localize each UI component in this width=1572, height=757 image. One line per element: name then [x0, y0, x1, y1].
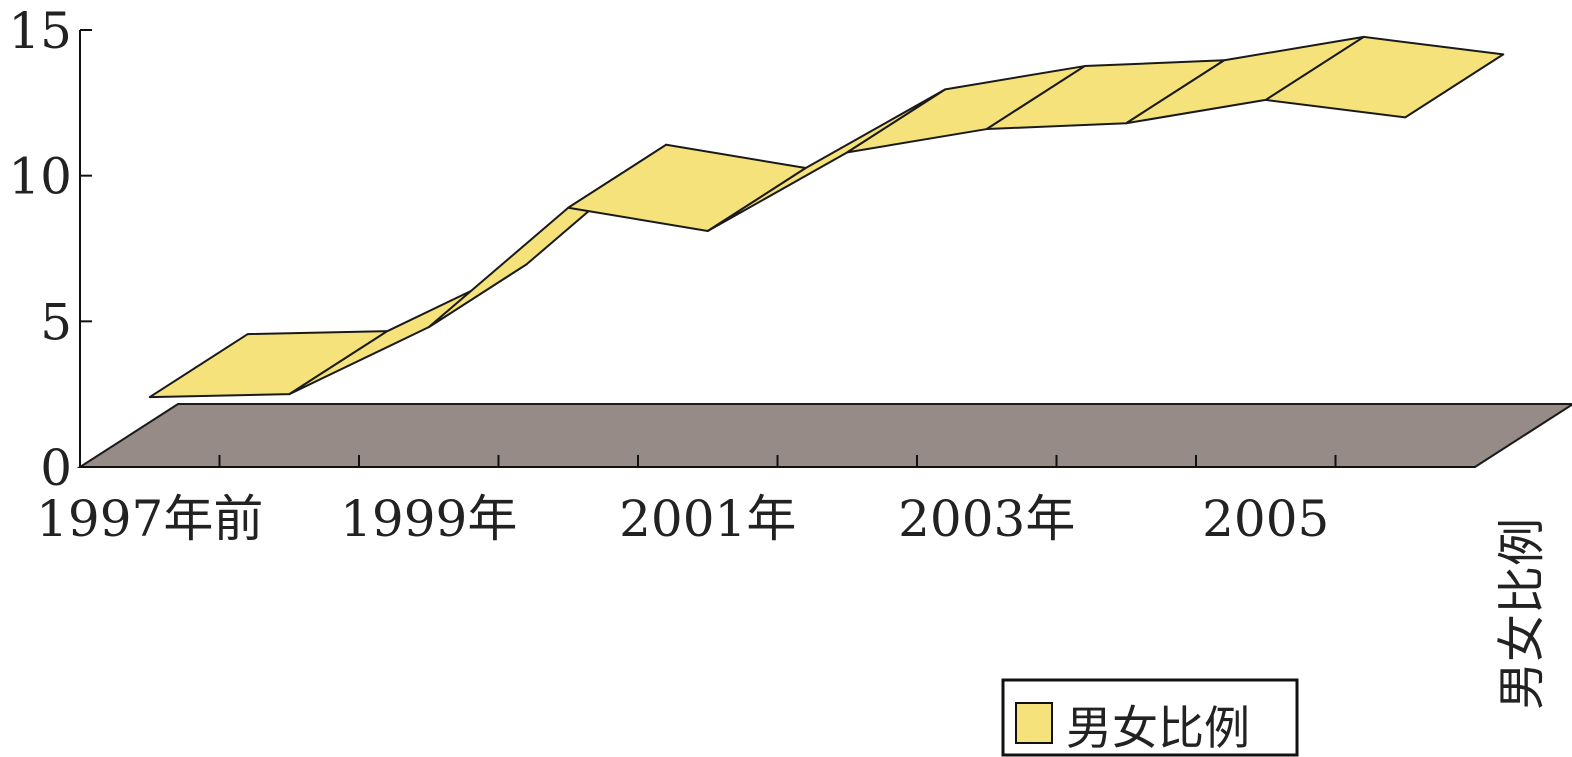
series-ribbon	[148, 35, 1505, 399]
floor-plane	[76, 403, 1572, 468]
ribbon-segment	[1264, 35, 1505, 119]
depth-axis-label: 男女比例	[1494, 518, 1550, 710]
y-axis: 0 5 10 15	[8, 2, 92, 497]
x-axis: 1997年前 1999年 2001年 2003年 2005	[36, 455, 1475, 548]
x-tick-label: 2005	[1202, 490, 1329, 548]
legend-swatch	[1015, 702, 1053, 744]
legend-label: 男女比例	[1066, 701, 1250, 755]
y-tick-label: 5	[40, 293, 72, 351]
floor	[76, 403, 1572, 468]
y-tick-label: 10	[8, 148, 72, 206]
x-tick-label: 1997年前	[36, 490, 263, 548]
x-tick-label: 1999年	[340, 490, 517, 548]
ribbon-segment	[567, 143, 807, 233]
x-tick-label: 2001年	[619, 490, 796, 548]
y-tick-label: 15	[8, 2, 72, 60]
legend: 男女比例	[1001, 678, 1299, 757]
x-tick-label: 2003年	[898, 490, 1075, 548]
y-tick-label: 0	[40, 439, 72, 497]
